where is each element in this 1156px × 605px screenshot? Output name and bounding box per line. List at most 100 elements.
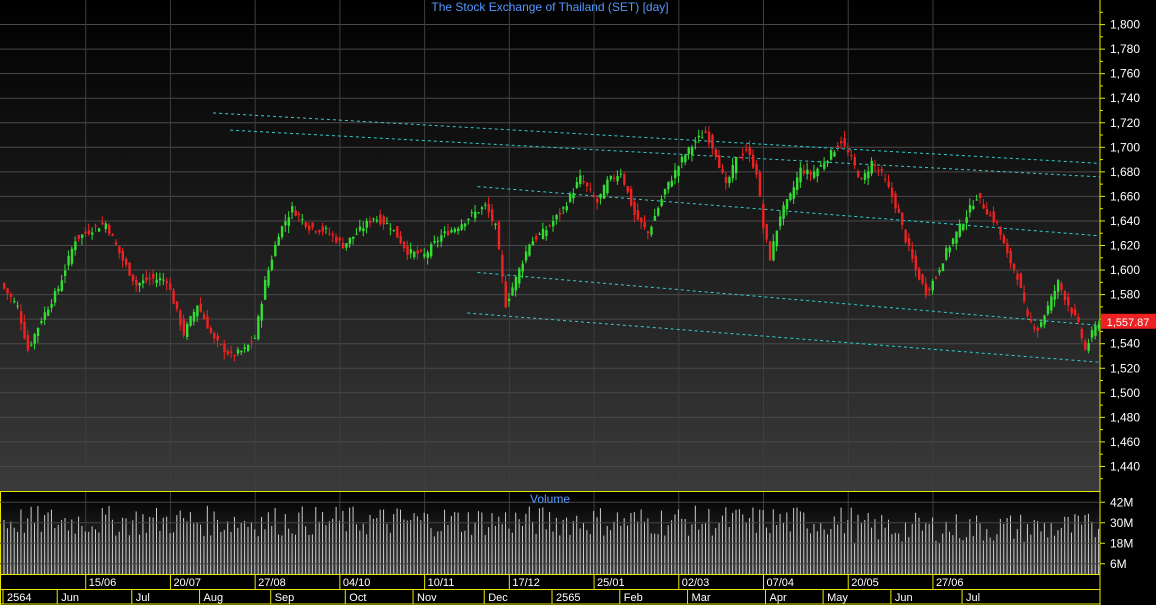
candle-body (884, 179, 887, 181)
x-month-label: May (827, 592, 848, 604)
candle-body (301, 219, 304, 221)
candle-body (463, 223, 467, 227)
candle-body (1040, 322, 1043, 327)
x-date-label: 20/05 (851, 577, 879, 589)
candle-body (382, 216, 385, 225)
candle-body (399, 235, 402, 244)
candle-body (924, 283, 928, 296)
candle-body (1073, 309, 1077, 316)
candle-body (236, 349, 240, 354)
y-tick-label: 1,740 (1110, 91, 1140, 105)
candle-body (714, 149, 718, 157)
candle-body (738, 157, 741, 159)
candle-body (995, 222, 999, 224)
candle-body (480, 207, 484, 209)
candle-body (965, 217, 968, 224)
candle-body (467, 218, 470, 221)
x-month-label: Oct (349, 592, 366, 604)
y-tick-label: 1,460 (1110, 435, 1140, 449)
candle-body (721, 168, 724, 173)
candle-body (846, 150, 850, 153)
candle-body (585, 182, 589, 187)
candle-body (6, 288, 9, 294)
candle-body (613, 178, 616, 180)
candle-body (443, 231, 446, 234)
candle-body (779, 216, 782, 227)
candle-body (477, 212, 480, 214)
candle-body (731, 164, 735, 179)
candle-body (484, 204, 487, 206)
candle-body (335, 236, 338, 243)
volume-tick-label: 42M (1110, 495, 1133, 509)
candle-body (80, 234, 84, 238)
trend-line (230, 129, 1101, 178)
candle-body (751, 154, 755, 168)
candle-body (291, 206, 294, 213)
candle-body (1050, 296, 1053, 311)
candle-body (104, 223, 108, 230)
candle-body (436, 240, 440, 242)
candle-body (294, 210, 297, 216)
candle-body (74, 241, 77, 251)
grid (0, 24, 1100, 467)
candle-body (1094, 325, 1097, 336)
candle-body (555, 214, 558, 220)
candle-body (562, 207, 565, 209)
candle-body (572, 192, 575, 199)
volume-tick-label: 30M (1110, 516, 1133, 530)
candle-body (450, 230, 453, 233)
candle-body (47, 309, 50, 316)
candle-body (765, 224, 768, 240)
candle-body (172, 290, 175, 304)
candle-body (694, 141, 697, 143)
candle-body (192, 311, 196, 322)
candle-body (253, 337, 257, 339)
candle-body (297, 213, 301, 216)
candle-body (138, 283, 141, 286)
candle-body (507, 298, 511, 302)
candle-body (687, 147, 690, 154)
candle-body (606, 179, 609, 194)
candle-body (179, 310, 182, 326)
candle-body (16, 305, 19, 307)
candle-body (802, 170, 806, 174)
candle-body (857, 170, 860, 178)
candle-body (748, 147, 751, 155)
candle-body (775, 230, 779, 247)
candle-body (928, 288, 931, 291)
y-tick-label: 1,700 (1110, 140, 1140, 154)
candle-body (257, 316, 260, 340)
candle-body (907, 237, 911, 247)
x-date-label: 17/12 (512, 577, 540, 589)
candle-body (602, 185, 606, 199)
candle-body (755, 163, 758, 175)
candle-body (548, 225, 552, 227)
candle-body (277, 236, 280, 246)
candle-body (419, 249, 423, 252)
candle-body (352, 236, 355, 239)
candle-body (369, 220, 372, 223)
candle-body (389, 228, 392, 230)
candle-body (1026, 309, 1029, 316)
candle-body (911, 248, 914, 259)
candle-body (745, 149, 748, 151)
candle-body (812, 171, 816, 178)
candle-body (308, 225, 311, 231)
candle-body (57, 288, 60, 292)
candle-body (819, 165, 823, 167)
candle-body (951, 238, 955, 244)
candle-body (314, 231, 318, 233)
x-month-label: Jul (966, 592, 980, 604)
candle-body (497, 222, 501, 250)
candle-body (206, 316, 209, 329)
candle-body (111, 234, 114, 236)
candle-body (372, 218, 375, 220)
trend-line (477, 272, 1101, 326)
candle-body (616, 175, 619, 182)
candle-body (704, 131, 707, 133)
candle-body (125, 258, 128, 265)
candle-body (175, 301, 179, 309)
x-month-label: Sep (275, 592, 295, 604)
candle-body (196, 305, 199, 317)
candle-body (274, 244, 277, 257)
